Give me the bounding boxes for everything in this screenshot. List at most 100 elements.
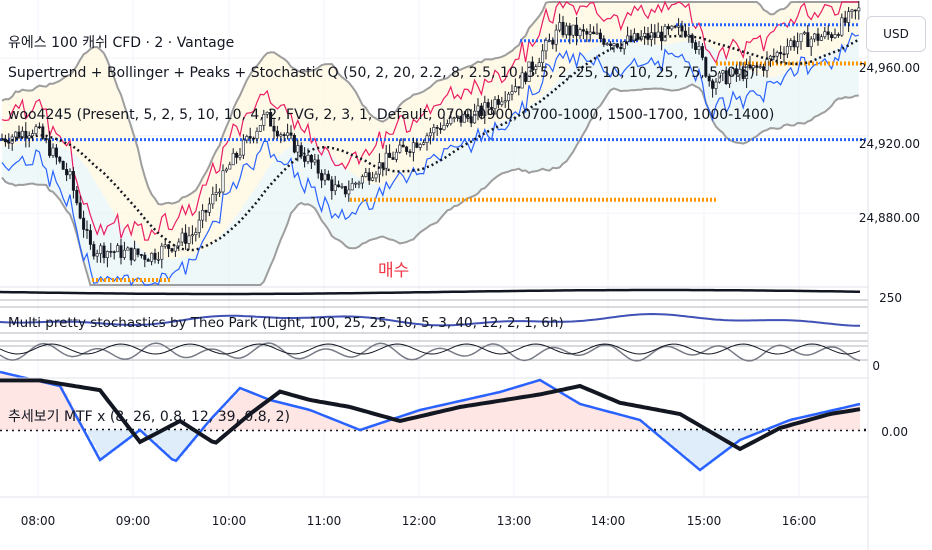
trend-area-bar [52, 384, 56, 430]
trend-area-bar [464, 400, 468, 430]
trend-area-bar [672, 430, 676, 447]
candle-body [48, 139, 52, 156]
trend-area-bar [168, 430, 172, 456]
candle-body [466, 113, 470, 117]
candle-body [24, 130, 28, 139]
trend-area-bar [452, 402, 456, 430]
stoch-line-signal [0, 343, 861, 355]
trend-area-bar [416, 411, 420, 430]
candle-body [408, 151, 412, 153]
trend-area-bar [732, 430, 736, 446]
candle-body [401, 144, 405, 148]
trend-area-bar [496, 392, 500, 430]
candle-body [153, 252, 157, 260]
candle-body [388, 152, 392, 158]
candle-body [452, 117, 456, 119]
trend-area-bar [576, 401, 580, 430]
trend-area-bar [820, 413, 824, 430]
candle-body [326, 173, 330, 181]
candle-body [258, 125, 262, 132]
indicator-legend-stochastics[interactable]: Multi pretty stochastics by Theo Park (L… [8, 315, 564, 331]
candle-body [830, 34, 834, 38]
trend-area-bar [364, 428, 368, 430]
trend-area-bar [836, 409, 840, 430]
candle-body [547, 40, 551, 42]
trend-area-bar [4, 372, 8, 430]
trend-area-bar [12, 374, 16, 430]
trend-area-bar [632, 417, 636, 430]
trend-area-bar [596, 408, 600, 430]
candle-body [279, 134, 283, 137]
trend-area-bar [336, 420, 340, 430]
currency-button[interactable]: USD [866, 16, 926, 52]
candle-body [677, 25, 681, 28]
candle-body [44, 138, 48, 141]
trend-area-bar [208, 422, 212, 430]
indicator-legend-trend[interactable]: 추세보기 MTF x (8, 26, 0.8, 12, 39, 0.8, 2) [8, 409, 290, 425]
candle-body [656, 31, 660, 38]
candle-body [398, 144, 402, 153]
candle-body [711, 80, 715, 89]
time-label: 08:00 [20, 514, 56, 528]
candle-body [445, 123, 449, 126]
trend-area-bar [736, 430, 740, 443]
candle-body [602, 38, 606, 45]
trend-area-bar [184, 430, 188, 452]
candle-body [524, 72, 528, 82]
candle-body [133, 248, 137, 261]
candle-body [112, 251, 116, 253]
trend-area-bar [224, 405, 228, 430]
candle-body [626, 35, 630, 42]
candle-body [507, 93, 511, 101]
trend-area-bar [396, 418, 400, 430]
candle-body [510, 91, 514, 95]
trend-area-bar [96, 430, 100, 453]
stoch-line-fast [0, 342, 861, 362]
trend-area-bar [288, 404, 292, 430]
candle-body [748, 64, 752, 69]
candle-body [568, 25, 572, 36]
candle-body [517, 86, 521, 89]
trend-area-bar [268, 399, 272, 430]
candle-body [588, 31, 592, 35]
trend-area-bar [384, 422, 388, 430]
candle-body [428, 132, 432, 137]
trend-area-bar [144, 430, 148, 434]
candle-body [551, 40, 555, 45]
symbol-title[interactable]: 유에스 100 캐쉬 CFD · 2 · Vantage [8, 35, 235, 51]
trend-area-bar [48, 383, 52, 430]
candle-body [136, 248, 140, 255]
time-label: 09:00 [115, 514, 151, 528]
candle-body [34, 126, 38, 134]
trend-area-bar [204, 427, 208, 430]
trend-area-bar [664, 430, 668, 440]
candle-body [592, 31, 596, 35]
candle-body [796, 41, 800, 48]
trend-area-bar [680, 430, 684, 454]
trend-area-bar [752, 430, 756, 436]
candle-body [156, 258, 160, 261]
candle-body [245, 136, 249, 141]
trend-area-bar [436, 406, 440, 430]
candle-body [119, 245, 123, 258]
candle-body [337, 184, 341, 188]
candle-body [765, 58, 769, 71]
candle-body [371, 177, 375, 181]
indicator-legend-woo[interactable]: woo4245 (Present, 5, 2, 5, 10, 10, 4, 2,… [8, 107, 775, 123]
stoch-axis-label: 0 [872, 359, 880, 373]
candle-body [530, 61, 534, 70]
trend-area-bar [512, 388, 516, 430]
candle-body [534, 66, 538, 70]
candle-body [323, 173, 327, 181]
trend-area-bar [644, 423, 648, 430]
moving-average-line [1, 34, 860, 252]
candle-body [299, 145, 303, 157]
candle-body [405, 146, 409, 152]
candle-body [248, 136, 252, 139]
candle-body [541, 50, 545, 63]
indicator-legend-supertrend[interactable]: Supertrend + Bollinger + Peaks + Stochas… [8, 65, 755, 81]
candle-body [269, 112, 273, 127]
trend-area-bar [660, 430, 664, 437]
candle-body [425, 135, 429, 143]
